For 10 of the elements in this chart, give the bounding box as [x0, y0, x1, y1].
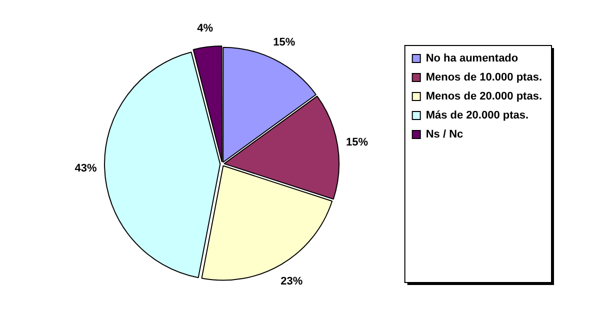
data-label: 43% — [74, 162, 97, 174]
data-label: 15% — [346, 136, 368, 149]
legend-label: Menos de 10.000 ptas. — [426, 72, 542, 84]
legend-label: Ns / Nc — [426, 128, 464, 141]
legend-label: Más de 20.000 ptas. — [426, 110, 529, 122]
data-label: 23% — [280, 276, 303, 288]
legend-label: No ha aumentado — [426, 52, 518, 65]
data-label: 4% — [197, 22, 214, 35]
data-label: 15% — [273, 36, 296, 48]
legend-label: Menos de 20.000 ptas. — [426, 90, 542, 103]
